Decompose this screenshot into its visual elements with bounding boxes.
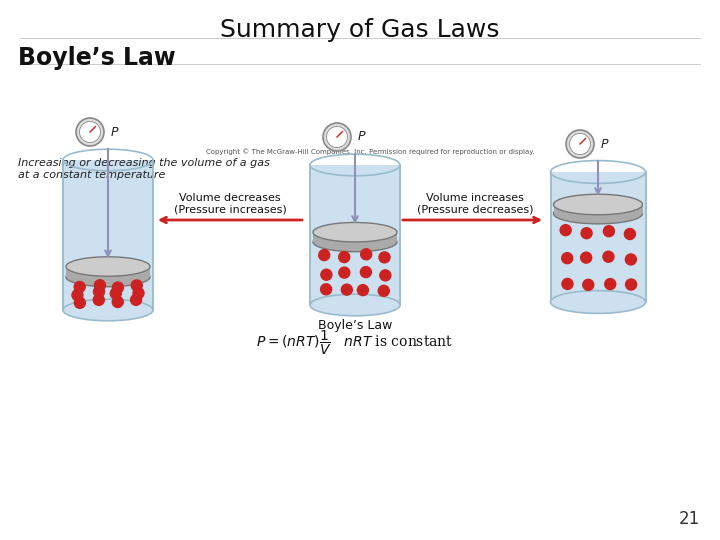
Circle shape	[319, 249, 330, 261]
Circle shape	[131, 280, 143, 291]
Circle shape	[378, 285, 390, 296]
Text: Volume increases
(Pressure decreases): Volume increases (Pressure decreases)	[417, 193, 534, 215]
Circle shape	[603, 226, 614, 237]
Ellipse shape	[310, 294, 400, 316]
Circle shape	[112, 282, 123, 293]
Circle shape	[323, 123, 351, 151]
Circle shape	[341, 284, 352, 295]
Circle shape	[94, 286, 104, 297]
Ellipse shape	[313, 232, 397, 252]
Ellipse shape	[554, 194, 642, 215]
Circle shape	[79, 122, 101, 143]
Circle shape	[562, 279, 573, 289]
Circle shape	[320, 284, 332, 295]
Circle shape	[94, 294, 104, 306]
Circle shape	[357, 285, 369, 295]
Bar	[63, 160, 153, 310]
Bar	[66, 267, 150, 277]
Circle shape	[321, 269, 332, 280]
Circle shape	[605, 279, 616, 289]
Circle shape	[326, 126, 348, 147]
Text: $P$: $P$	[110, 125, 120, 138]
Circle shape	[566, 130, 594, 158]
Circle shape	[74, 298, 86, 308]
Circle shape	[94, 280, 105, 291]
Circle shape	[581, 228, 592, 239]
Circle shape	[603, 251, 614, 262]
Circle shape	[626, 279, 636, 290]
Circle shape	[560, 225, 571, 235]
Bar	[554, 205, 642, 214]
Circle shape	[361, 267, 372, 278]
Text: Boyle’s Law: Boyle’s Law	[18, 46, 176, 70]
Bar	[313, 232, 397, 242]
Circle shape	[74, 281, 85, 293]
Circle shape	[110, 288, 121, 299]
Text: Volume decreases
(Pressure increases): Volume decreases (Pressure increases)	[174, 193, 287, 215]
Bar	[310, 165, 400, 305]
Circle shape	[379, 252, 390, 263]
Circle shape	[380, 270, 391, 281]
Text: Summary of Gas Laws: Summary of Gas Laws	[220, 18, 500, 42]
Ellipse shape	[551, 291, 646, 313]
Circle shape	[570, 133, 590, 154]
Circle shape	[339, 267, 350, 278]
Text: $P$: $P$	[600, 138, 610, 151]
Text: Boyle’s Law: Boyle’s Law	[318, 319, 392, 332]
Circle shape	[624, 228, 635, 240]
Circle shape	[130, 294, 142, 305]
Text: $P$: $P$	[357, 131, 366, 144]
Bar	[551, 172, 646, 302]
Circle shape	[361, 249, 372, 260]
Circle shape	[338, 252, 350, 262]
Ellipse shape	[66, 267, 150, 287]
Ellipse shape	[66, 257, 150, 276]
Circle shape	[72, 289, 83, 301]
Circle shape	[112, 296, 123, 307]
Ellipse shape	[554, 204, 642, 224]
Ellipse shape	[63, 299, 153, 321]
Text: Copyright © The McGraw-Hill Companies, Inc. Permission required for reproduction: Copyright © The McGraw-Hill Companies, I…	[206, 148, 534, 154]
Circle shape	[562, 253, 572, 264]
Text: Increasing or decreasing the volume of a gas
at a constant temperature: Increasing or decreasing the volume of a…	[18, 158, 270, 180]
Text: 21: 21	[679, 510, 700, 528]
Circle shape	[133, 287, 144, 299]
Text: $P = \left(nRT\right)\dfrac{1}{V}$   $nRT$ is constant: $P = \left(nRT\right)\dfrac{1}{V}$ $nRT$…	[256, 329, 454, 357]
Ellipse shape	[313, 222, 397, 242]
Circle shape	[76, 118, 104, 146]
Circle shape	[626, 254, 636, 265]
Circle shape	[582, 279, 594, 291]
Circle shape	[580, 252, 592, 263]
